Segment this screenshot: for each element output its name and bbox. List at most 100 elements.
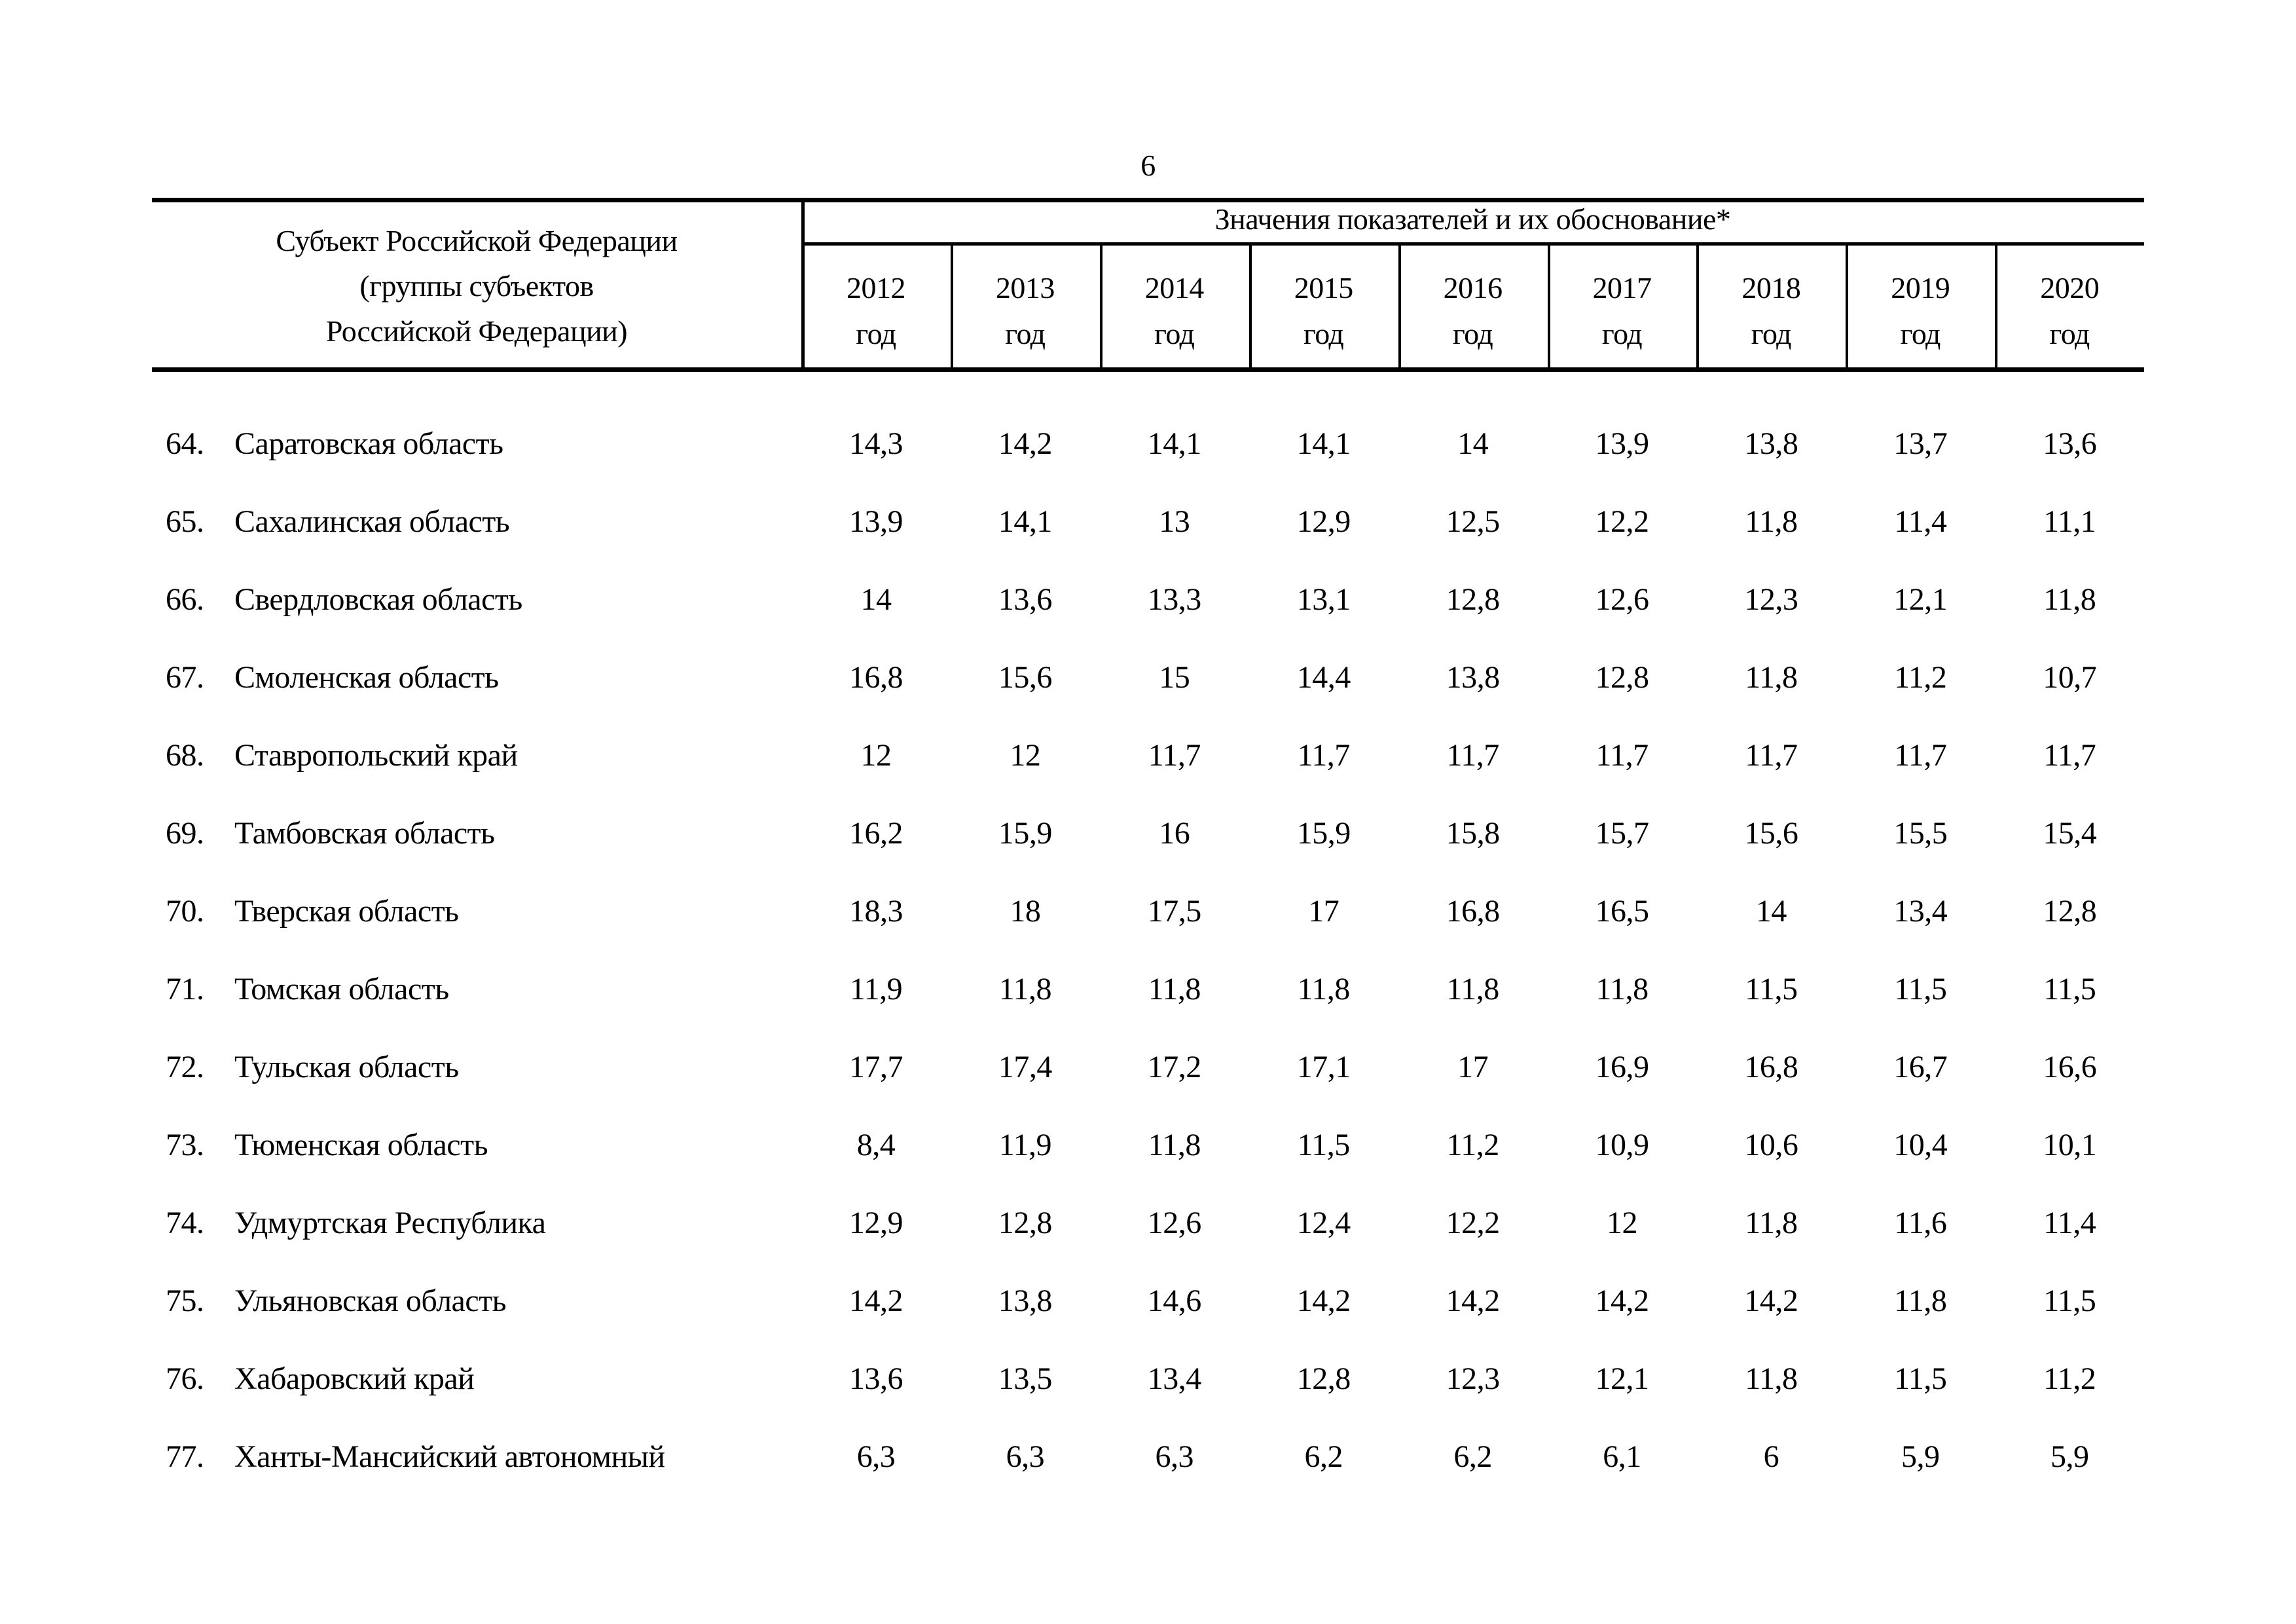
value-cell: 15,7	[1595, 816, 1650, 851]
value-cell: 17,7	[849, 1050, 903, 1084]
value-cell: 11,6	[1894, 1206, 1947, 1240]
value-cell: 11,8	[1148, 972, 1201, 1006]
value-cell: 17,4	[998, 1050, 1053, 1084]
value-cell: 15	[1159, 660, 1190, 695]
region-name: Тульская область	[234, 1050, 459, 1084]
values-title-underline	[801, 242, 2144, 246]
region-name: Томская область	[234, 972, 449, 1006]
subject-values-divider	[801, 198, 805, 372]
year-col-header: 2013 год	[951, 265, 1100, 357]
table-row: 64. Саратовская область 14,3 14,2 14,1 14,1 14…	[0, 420, 2296, 468]
region-name: Ульяновская область	[234, 1283, 507, 1318]
subject-column-header: Субъект Российской Федерации (группы суб…	[152, 218, 801, 354]
year-col-header: 2015 год	[1249, 265, 1398, 357]
value-cell: 14	[1755, 894, 1787, 929]
value-cell: 14	[860, 582, 892, 617]
value-cell: 6,3	[856, 1439, 896, 1474]
value-cell: 6	[1763, 1439, 1779, 1474]
subject-header-line-3: Российской Федерации)	[325, 314, 628, 348]
value-cell: 12,2	[1446, 1206, 1501, 1240]
value-cell: 10,4	[1893, 1128, 1948, 1162]
year-word: год	[1452, 317, 1493, 350]
table-row: 71. Томская область 11,9 11,8 11,8 11,8 11,8 11…	[0, 966, 2296, 1013]
value-cell: 5,9	[2050, 1439, 2089, 1474]
value-cell: 11,8	[1297, 972, 1351, 1006]
value-cell: 11,8	[1595, 972, 1649, 1006]
table-row: 69. Тамбовская область 16,2 15,9 16 15,9 15,8 1…	[0, 810, 2296, 857]
value-cell: 17	[1457, 1050, 1489, 1084]
table-row: 75. Ульяновская область 14,2 13,8 14,6 14,2 14…	[0, 1278, 2296, 1325]
year-col-header: 2014 год	[1100, 265, 1249, 357]
value-cell: 11,8	[1745, 504, 1798, 539]
region-name: Свердловская область	[234, 582, 522, 617]
header-bottom-border	[152, 367, 2144, 372]
value-cell: 13,6	[2043, 426, 2097, 461]
value-cell: 12	[1010, 738, 1041, 773]
year-word: год	[1005, 317, 1046, 350]
table-row: 76. Хабаровский край 13,6 13,5 13,4 12,8 12,3 1…	[0, 1356, 2296, 1403]
table-row: 68. Ставропольский край 12 12 11,7 11,7 11,7 11…	[0, 732, 2296, 779]
table-row: 67. Смоленская область 16,8 15,6 15 14,4 13,8 1…	[0, 654, 2296, 701]
page-number: 6	[1140, 149, 1156, 182]
year-column-divider	[1995, 244, 1997, 370]
value-cell: 10,6	[1744, 1128, 1798, 1162]
year-value: 2017	[1592, 271, 1652, 304]
value-cell: 11,2	[1894, 660, 1947, 695]
year-word: год	[1303, 317, 1344, 350]
value-cell: 11,7	[1745, 738, 1798, 773]
table-row: 77. Ханты-Мансийский автономный 6,3 6,3 6,3 6…	[0, 1433, 2296, 1481]
region-name: Сахалинская область	[234, 504, 510, 539]
value-cell: 13,3	[1147, 582, 1202, 617]
value-cell: 11,7	[2043, 738, 2096, 773]
value-cell: 18	[1010, 894, 1041, 929]
value-cell: 12,3	[1744, 582, 1798, 617]
value-cell: 14,3	[849, 426, 903, 461]
value-cell: 11,8	[1745, 1361, 1798, 1396]
year-value: 2018	[1741, 271, 1801, 304]
value-cell: 6,2	[1453, 1439, 1492, 1474]
region-number: 72.	[166, 1050, 204, 1084]
value-cell: 12,8	[1446, 582, 1501, 617]
value-cell: 12,8	[2043, 894, 2097, 929]
region-number: 64.	[166, 426, 204, 461]
table-row: 65. Сахалинская область 13,9 14,1 13 12,9 12,5…	[0, 498, 2296, 545]
value-cell: 17,5	[1147, 894, 1202, 929]
year-word: год	[856, 317, 896, 350]
value-cell: 11,7	[1148, 738, 1201, 773]
year-value: 2019	[1891, 271, 1950, 304]
year-value: 2012	[847, 271, 906, 304]
value-cell: 11,1	[2043, 504, 2096, 539]
region-name: Удмуртская Республика	[234, 1206, 546, 1240]
table-row: 74. Удмуртская Республика 12,9 12,8 12,6 12,4…	[0, 1200, 2296, 1247]
value-cell: 16,7	[1893, 1050, 1948, 1084]
region-name: Саратовская область	[234, 426, 503, 461]
value-cell: 14,2	[998, 426, 1053, 461]
region-number: 66.	[166, 582, 204, 617]
value-cell: 11,8	[998, 972, 1052, 1006]
value-cell: 16,8	[1446, 894, 1501, 929]
value-cell: 12	[860, 738, 892, 773]
value-cell: 14,2	[1595, 1283, 1650, 1318]
value-cell: 15,6	[1744, 816, 1798, 851]
value-cell: 14,2	[1744, 1283, 1798, 1318]
values-title: Значения показателей и их обоснование*	[1214, 202, 1731, 236]
value-cell: 13,6	[998, 582, 1053, 617]
subject-header-line-2: (группы субъектов	[359, 269, 594, 303]
value-cell: 11,8	[1148, 1128, 1201, 1162]
value-cell: 13	[1159, 504, 1190, 539]
region-name: Ханты-Мансийский автономный	[234, 1439, 665, 1474]
value-cell: 12,4	[1296, 1206, 1351, 1240]
year-word: год	[1900, 317, 1941, 350]
value-cell: 11,9	[998, 1128, 1052, 1162]
value-cell: 12,2	[1595, 504, 1650, 539]
year-word: год	[1154, 317, 1195, 350]
region-name: Тверская область	[234, 894, 459, 929]
region-number: 76.	[166, 1361, 204, 1396]
year-value: 2020	[2040, 271, 2100, 304]
value-cell: 10,9	[1595, 1128, 1650, 1162]
year-value: 2016	[1443, 271, 1503, 304]
region-number: 73.	[166, 1128, 204, 1162]
value-cell: 13,8	[1744, 426, 1798, 461]
value-cell: 11,8	[1745, 660, 1798, 695]
